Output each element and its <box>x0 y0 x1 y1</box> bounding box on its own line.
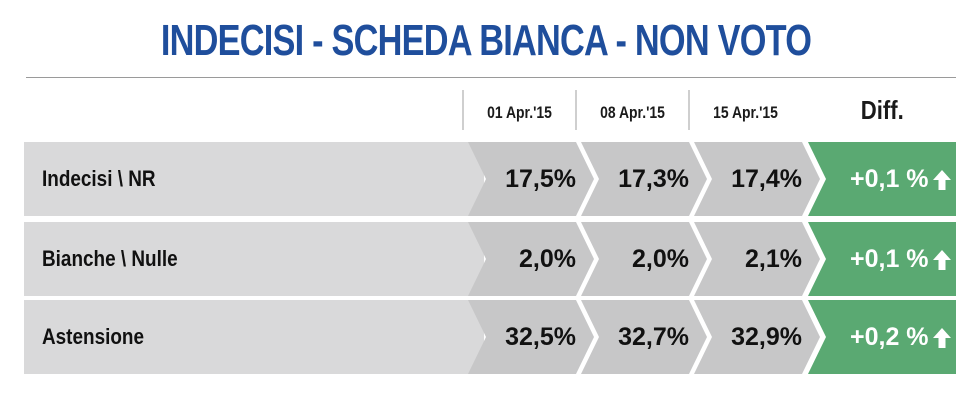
row-label-background <box>24 142 484 216</box>
chevron-cell-shape <box>468 142 594 216</box>
table-row-astensione: Astensione 32,5% 32,7% 32,9% +0,2 % <box>24 300 956 374</box>
table-row-bianche: Bianche \ Nulle 2,0% 2,0% 2,1% +0,1 % <box>24 222 956 296</box>
cell-value: 2,0% <box>519 245 576 273</box>
diff-cell-shape <box>808 300 956 374</box>
column-header-2: 15 Apr.'15 <box>713 103 778 122</box>
row-label: Bianche \ Nulle <box>42 246 178 271</box>
diff-value: +0,1 % <box>850 245 929 273</box>
cell-value: 32,9% <box>731 323 802 351</box>
value-cell-1: 32,7% <box>581 300 707 374</box>
value-cell-0: 2,0% <box>468 222 594 296</box>
diff-cell-shape <box>808 142 956 216</box>
row-label: Indecisi \ NR <box>42 166 156 191</box>
row-label: Astensione <box>42 324 144 349</box>
chevron-cell-shape <box>581 142 707 216</box>
cell-value: 17,5% <box>505 165 576 193</box>
diff-value: +0,2 % <box>850 323 929 351</box>
column-separator <box>688 90 690 130</box>
value-cell-2: 17,4% <box>694 142 820 216</box>
chevron-cell-shape <box>694 222 820 296</box>
cell-value: 2,0% <box>632 245 689 273</box>
column-header-0: 01 Apr.'15 <box>487 103 552 122</box>
value-cell-2: 32,9% <box>694 300 820 374</box>
arrow-up-icon <box>933 328 951 348</box>
column-header-1: 08 Apr.'15 <box>600 103 665 122</box>
diff-cell: +0,2 % <box>808 300 956 374</box>
diff-value: +0,1 % <box>850 165 929 193</box>
cell-value: 17,4% <box>731 165 802 193</box>
diff-cell-shape <box>808 222 956 296</box>
arrow-up-icon <box>933 170 951 190</box>
value-cell-1: 17,3% <box>581 142 707 216</box>
diff-cell: +0,1 % <box>808 222 956 296</box>
chevron-cell-shape <box>694 142 820 216</box>
cell-value: 32,7% <box>618 323 689 351</box>
row-label-background <box>24 222 484 296</box>
row-label-background <box>24 300 484 374</box>
value-cell-0: 17,5% <box>468 142 594 216</box>
column-separator <box>462 90 464 130</box>
diff-cell: +0,1 % <box>808 142 956 216</box>
diff-header: Diff. <box>860 95 904 125</box>
chevron-cell-shape <box>468 300 594 374</box>
chevron-cell-shape <box>581 300 707 374</box>
title-divider <box>26 77 956 78</box>
chart-title: INDECISI - SCHEDA BIANCA - NON VOTO <box>160 16 812 65</box>
cell-value: 17,3% <box>618 165 689 193</box>
chevron-cell-shape <box>694 300 820 374</box>
arrow-up-icon <box>933 250 951 270</box>
column-separator <box>575 90 577 130</box>
value-cell-2: 2,1% <box>694 222 820 296</box>
chevron-cell-shape <box>581 222 707 296</box>
chevron-cell-shape <box>468 222 594 296</box>
cell-value: 2,1% <box>745 245 802 273</box>
cell-value: 32,5% <box>505 323 576 351</box>
table-row-indecisi: Indecisi \ NR 17,5% 17,3% 17,4% +0,1 % <box>24 142 956 216</box>
value-cell-1: 2,0% <box>581 222 707 296</box>
value-cell-0: 32,5% <box>468 300 594 374</box>
